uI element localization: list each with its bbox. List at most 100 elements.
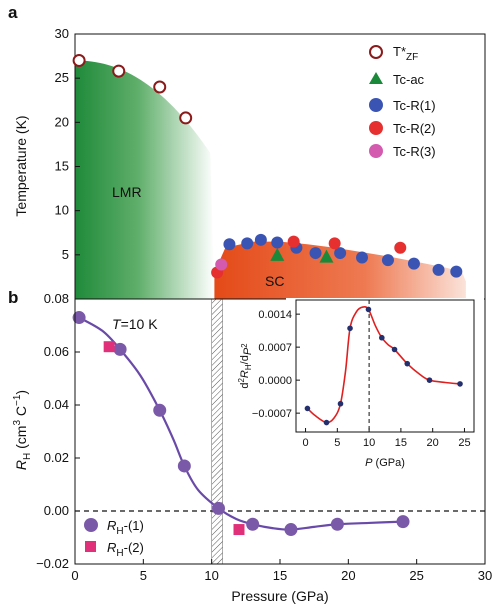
panel-b-annotation: T=10 K: [112, 316, 158, 332]
panel-b-letter: b: [8, 288, 18, 307]
rh1-point: [113, 342, 127, 356]
inset-point: [457, 381, 463, 387]
legend-tzf-label: T*ZF: [393, 44, 418, 63]
inset-point: [391, 346, 398, 353]
inset-x-axis-label: P (GPa): [365, 457, 405, 469]
panel-a-y-ticks: 5 10 15 20 25 30: [55, 26, 80, 262]
panel-b-plot: −0.02 0.00 0.02 0.04 0.06 0.08 0 5 10 15 20 25 30 T…: [12, 291, 492, 604]
inset-point: [347, 325, 353, 332]
tzf-point: [112, 64, 126, 78]
panel-b-y-ticks: −0.02 0.00 0.02 0.04 0.06 0.08: [36, 291, 80, 571]
legend-tcac-label: Tc-ac: [393, 72, 425, 87]
inset-point: [323, 419, 330, 426]
panel-b-x-tick-label: 5: [140, 568, 147, 583]
panel-b-y-tick-label: −0.02: [36, 556, 69, 571]
tzf-point: [153, 80, 167, 94]
panel-b-legend: RH-(1) RH-(2): [84, 518, 144, 559]
panel-a-y-tick-label: 5: [62, 247, 69, 262]
panel-b-x-tick-label: 15: [273, 568, 287, 583]
inset-point: [379, 334, 385, 341]
panel-b-y-tick-label: 0.02: [44, 450, 69, 465]
rh1-point: [72, 311, 86, 325]
tc-r-point: [309, 247, 322, 260]
lmr-region: [75, 60, 215, 299]
rh2-point: [103, 341, 115, 353]
panel-b-x-axis-label: Pressure (GPa): [231, 588, 328, 604]
panel-a-plot: 5 10 15 20 25 30 LMR SC Temperature (K): [13, 26, 486, 300]
tzf-point: [72, 54, 86, 67]
tc-r-point: [215, 258, 228, 271]
inset-point: [404, 360, 411, 367]
legend-tzf-marker: [369, 45, 383, 59]
panel-a-y-tick-label: 30: [55, 26, 69, 41]
panel-b-x-tick-label: 10: [204, 568, 218, 583]
inset-y-ticks: −0.0007 0.0000 0.0007 0.0014: [252, 309, 300, 420]
panel-a-y-tick-label: 25: [55, 70, 69, 85]
panel-a-y-axis-label: Temperature (K): [13, 115, 29, 216]
tcac-point: [270, 247, 285, 261]
rh1-point: [153, 403, 167, 417]
rh1-point: [246, 517, 260, 531]
legend-tcac-marker: [369, 72, 383, 84]
tc-r-point: [334, 247, 347, 260]
panel-b-x-tick-label: 0: [71, 568, 78, 583]
panel-a-legend: T*ZF Tc-ac Tc-R(1) Tc-R(2) Tc-R(3): [369, 44, 436, 159]
tc-r-point: [432, 263, 445, 276]
panel-a-y-tick-label: 10: [55, 203, 69, 218]
inset-point: [304, 405, 311, 412]
legend-tcr1-marker: [369, 98, 383, 112]
tc-r-point: [381, 254, 394, 267]
tc-r-point: [223, 238, 236, 251]
panel-b-x-tick-label: 25: [409, 568, 423, 583]
inset-x-ticks: 0 5 10 15 20 25: [302, 428, 471, 449]
tc-r-point: [271, 236, 284, 249]
inset-y-tick-label: −0.0007: [252, 408, 292, 420]
inset-x-tick-label: 5: [334, 437, 340, 449]
legend-rh1-marker: [84, 518, 98, 532]
inset-frame: [295, 299, 475, 433]
inset-background: [286, 298, 484, 460]
panel-b-y-tick-label: 0.06: [44, 344, 69, 359]
inset-point: [365, 306, 372, 313]
tc-r-point: [356, 251, 368, 264]
rh1-point: [177, 459, 191, 473]
inset-x-tick-label: 15: [395, 437, 407, 449]
tc-r-point: [394, 241, 407, 254]
legend-tcr3-label: Tc-R(3): [393, 144, 436, 159]
panel-a-y-tick-label: 20: [55, 114, 69, 129]
inset-x-tick-label: 25: [458, 437, 470, 449]
panel-b-y-tick-label: 0.04: [44, 397, 69, 412]
panel-b-x-tick-label: 30: [478, 568, 492, 583]
tc-r-point: [407, 257, 420, 270]
panel-b-points: [72, 311, 410, 537]
panel-b-y-axis-label: RH (cm3 C−1): [12, 390, 33, 470]
tc-r-point: [450, 265, 463, 278]
panel-a-letter: a: [8, 3, 18, 22]
tc-r-point: [287, 235, 300, 248]
legend-tcr2-marker: [369, 121, 383, 135]
panel-b-y-tick-label: 0.00: [44, 503, 69, 518]
tzf-point: [179, 111, 193, 125]
panel-a-y-tick-label: 15: [55, 159, 69, 174]
panel-a-points: [72, 54, 463, 279]
inset-point: [337, 400, 344, 407]
rh1-point: [396, 515, 410, 529]
panel-b-y-tick-label: 0.08: [44, 291, 69, 306]
inset-x-tick-label: 0: [302, 437, 308, 449]
legend-tcr3-marker: [369, 144, 383, 158]
tc-r-point: [328, 237, 341, 250]
legend-rh1-label: RH-(1): [107, 518, 144, 537]
legend-rh2-marker: [85, 541, 96, 552]
lmr-label: LMR: [112, 184, 142, 200]
inset-points: [304, 306, 463, 426]
inset-plot: −0.0007 0.0000 0.0007 0.0014 0 5 10 15 20 25 P (…: [237, 298, 484, 469]
legend-tcr1-label: Tc-R(1): [393, 98, 436, 113]
inset-point: [426, 377, 433, 383]
panel-b-x-tick-label: 20: [341, 568, 355, 583]
rh1-point: [284, 523, 298, 537]
inset-x-tick-label: 20: [427, 437, 439, 449]
tcac-point: [319, 249, 334, 263]
sc-label: SC: [265, 273, 284, 289]
rh1-point: [212, 501, 225, 515]
